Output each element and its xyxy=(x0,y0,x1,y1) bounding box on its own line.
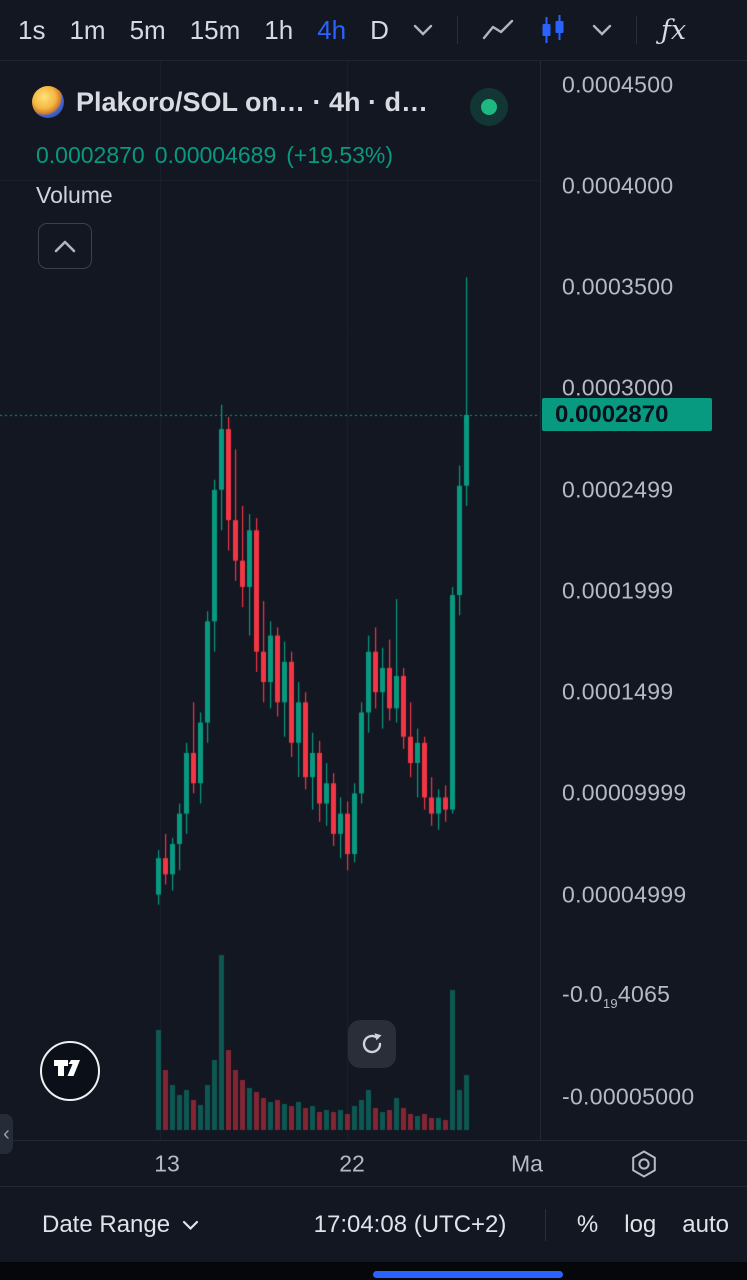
time-axis-label: 13 xyxy=(154,1150,180,1177)
date-range-button[interactable]: Date Range xyxy=(42,1211,199,1239)
divider xyxy=(545,1209,546,1241)
time-axis-label: Ma xyxy=(511,1150,543,1177)
price-axis-label: 0.0002499 xyxy=(562,476,674,503)
candlestick-icon[interactable] xyxy=(538,15,568,45)
price-axis[interactable]: 0.0002870 0.0004500 0.0004000 0.0003500 0.0… xyxy=(540,61,747,1140)
price-axis-label: 0.0004500 xyxy=(562,71,674,98)
top-toolbar: 1s 1m 5m 15m 1h 4h D ƒx xyxy=(0,0,747,61)
price-axis-label: -0.00005000 xyxy=(562,1083,695,1110)
timeframe-1s[interactable]: 1s xyxy=(18,14,46,45)
price-axis-label: 0.0001499 xyxy=(562,678,674,705)
toolbar-divider xyxy=(635,16,637,44)
percent-scale-button[interactable]: % xyxy=(576,1211,599,1238)
symbol-title[interactable]: Plakoro/SOL on… · 4h · d… xyxy=(76,86,429,117)
token-logo xyxy=(32,86,64,118)
price-change-percent: (+19.53%) xyxy=(286,142,394,168)
price-chart-canvas[interactable] xyxy=(0,61,540,1140)
scale-controls: % log auto xyxy=(577,1211,729,1239)
price-change: 0.00004689 xyxy=(154,142,277,168)
price-axis-label: 0.0001999 xyxy=(562,577,674,604)
timeframe-D[interactable]: D xyxy=(370,14,389,45)
timeframe-1h[interactable]: 1h xyxy=(264,14,294,45)
chart-legend: Plakoro/SOL on… · 4h · d… xyxy=(32,86,428,118)
timeframe-5m[interactable]: 5m xyxy=(129,14,166,45)
date-range-label: Date Range xyxy=(42,1211,171,1238)
price-axis-label: 0.00004999 xyxy=(562,881,687,908)
auto-scale-button[interactable]: auto xyxy=(682,1211,729,1238)
line-chart-icon[interactable] xyxy=(482,18,514,42)
toolbar-divider xyxy=(456,16,458,44)
price-axis-label: 0.0003500 xyxy=(562,273,674,300)
timeframe-4h[interactable]: 4h xyxy=(317,14,347,45)
price-axis-label: 0.00009999 xyxy=(562,779,687,806)
scroll-handle[interactable] xyxy=(373,1271,563,1278)
price-axis-label: 0.0003000 xyxy=(562,374,674,401)
log-scale-button[interactable]: log xyxy=(624,1211,657,1238)
chevron-up-icon xyxy=(54,240,76,253)
left-panel-toggle[interactable]: ‹ xyxy=(0,1114,13,1154)
time-axis-label: 22 xyxy=(339,1150,365,1177)
refresh-button[interactable] xyxy=(348,1020,396,1068)
bottom-toolbar: Date Range 17:04:08 (UTC+2) % log auto xyxy=(0,1186,747,1263)
chevron-down-icon[interactable] xyxy=(413,24,433,37)
chart-pane: Plakoro/SOL on… · 4h · d… 0.0002870 0.00… xyxy=(0,61,747,1140)
bottom-strip xyxy=(0,1262,747,1280)
status-dot-icon xyxy=(481,99,497,115)
timeframe-1m[interactable]: 1m xyxy=(69,14,106,45)
timeframe-15m[interactable]: 15m xyxy=(189,14,241,45)
time-axis[interactable]: 13 22 Ma xyxy=(0,1140,747,1187)
tradingview-logo-mark xyxy=(54,1060,80,1076)
price-axis-label: 0.0004000 xyxy=(562,172,674,199)
chevron-down-icon xyxy=(182,1220,199,1231)
fx-icon[interactable]: ƒx xyxy=(660,14,687,46)
last-price: 0.0002870 xyxy=(36,142,145,168)
tradingview-logo[interactable] xyxy=(40,1041,100,1101)
collapse-legend-button[interactable] xyxy=(38,223,92,269)
settings-hexagon-icon[interactable] xyxy=(629,1149,659,1179)
status-dot-button[interactable] xyxy=(470,88,508,126)
legend-price-row: 0.0002870 0.00004689 (+19.53%) xyxy=(36,142,393,169)
price-axis-label: -0.0194065 xyxy=(562,981,671,1011)
volume-indicator-label[interactable]: Volume xyxy=(36,182,113,208)
refresh-icon xyxy=(359,1031,385,1057)
clock[interactable]: 17:04:08 (UTC+2) xyxy=(313,1211,507,1238)
current-price-label[interactable]: 0.0002870 xyxy=(542,398,712,431)
chevron-down-icon[interactable] xyxy=(592,24,612,37)
